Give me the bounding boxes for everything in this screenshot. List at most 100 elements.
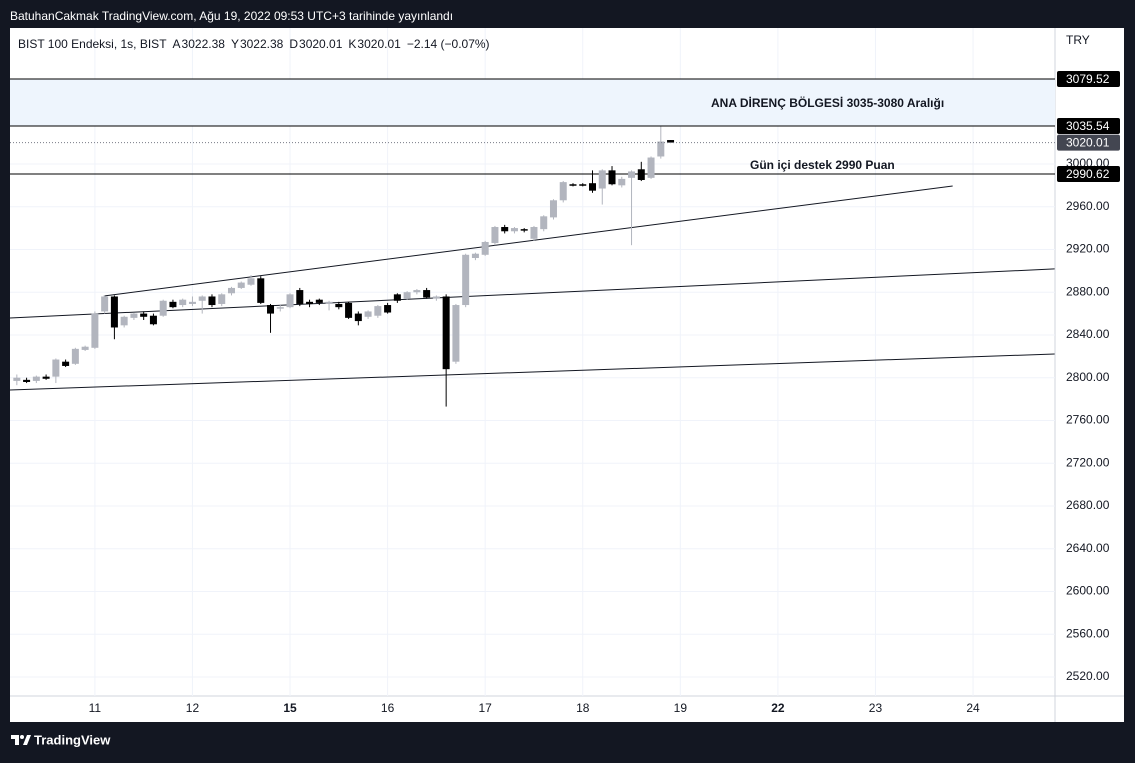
legend-text: K [348, 37, 356, 51]
footer-brand: TradingView [34, 732, 111, 747]
y-tick-label: 2760.00 [1066, 413, 1110, 427]
candle-body [354, 313, 362, 322]
x-tick-label: 12 [186, 701, 200, 715]
y-tick-label: 2840.00 [1066, 327, 1110, 341]
resistance-zone [10, 78, 1055, 126]
logo-dot [20, 735, 24, 739]
candle-body [559, 182, 567, 201]
y-tick-label: 2880.00 [1066, 284, 1110, 298]
trend-line [9, 353, 1055, 391]
legend-text: 3020.01 [357, 37, 401, 51]
candle-body [598, 170, 606, 189]
candle-body [520, 229, 528, 231]
candle-body [227, 287, 235, 294]
annotation: Gün içi destek 2990 Puan [750, 158, 895, 172]
candle-body [618, 178, 626, 186]
last-price-label: 3020.01 [1066, 136, 1110, 150]
candle-body [286, 294, 294, 308]
legend-text: D [289, 37, 298, 51]
candle-body [589, 183, 597, 191]
legend: BIST 100 Endeksi, 1s, BIST A 3022.38 Y 3022.… [18, 37, 490, 51]
candle-body [198, 296, 206, 301]
candle-body [101, 296, 109, 312]
price-label: 2990.62 [1066, 167, 1110, 181]
candle-body [91, 313, 99, 348]
candle-body [130, 313, 138, 318]
y-tick-label: 2600.00 [1066, 584, 1110, 598]
candle-body [315, 299, 323, 303]
y-tick-label: 2920.00 [1066, 242, 1110, 256]
candle-body [32, 376, 40, 381]
annotation: ANA DİRENÇ BÖLGESİ 3035-3080 Aralığı [711, 95, 944, 110]
plot [9, 28, 1055, 696]
logo-mark [23, 735, 31, 745]
legend-text: A [173, 37, 181, 51]
candle-body [501, 227, 509, 232]
x-tick-label: 17 [478, 701, 492, 715]
candle-body [549, 200, 557, 218]
candle-body [42, 376, 50, 379]
candle-body [452, 305, 460, 362]
candle-body [267, 305, 275, 314]
candle-body [471, 253, 479, 259]
candle-body [335, 303, 343, 308]
candle-body [71, 348, 79, 364]
candle-body [462, 254, 470, 306]
logo [11, 735, 31, 745]
price-label-box [1057, 117, 1120, 134]
trend-line [9, 268, 1055, 319]
candle-body [325, 301, 333, 304]
candle-body [637, 169, 645, 180]
price-label: 3079.52 [1066, 72, 1110, 86]
x-tick-label: 23 [869, 701, 883, 715]
candle-body [481, 241, 489, 255]
candle-body [257, 278, 265, 303]
candle-body [345, 302, 353, 318]
legend-text: 3020.01 [299, 37, 343, 51]
candle-body [403, 292, 411, 299]
candle-body [608, 170, 616, 185]
candle-body [491, 227, 499, 244]
candle-body [374, 306, 382, 316]
candle-body [384, 305, 392, 313]
candle-body [247, 278, 255, 285]
candle-body [188, 301, 196, 304]
y-tick-label: 2520.00 [1066, 669, 1110, 683]
x-tick-label: 16 [381, 701, 395, 715]
price-label-box [1057, 165, 1120, 182]
candle-body [110, 296, 118, 328]
x-tick-label: 11 [89, 701, 102, 715]
candle-body [81, 346, 89, 350]
legend-text: 3022.38 [240, 37, 284, 51]
candle-body [159, 300, 167, 316]
currency-label: TRY [1066, 33, 1090, 47]
x-tick-label: 15 [283, 701, 297, 715]
candle-body [140, 313, 148, 317]
price-label: 3035.54 [1066, 119, 1110, 133]
candle-body [52, 359, 60, 377]
y-tick-label: 2680.00 [1066, 498, 1110, 512]
x-tick-label: 18 [576, 701, 590, 715]
candle-body [393, 294, 401, 301]
candle-body [13, 377, 21, 381]
y-tick-label: 2960.00 [1066, 199, 1110, 213]
candle-body [169, 301, 177, 308]
candle-body [62, 361, 70, 366]
candle-body [276, 307, 284, 309]
candle-body [667, 140, 675, 143]
candle-body [149, 315, 157, 325]
chart-panel [10, 28, 1124, 722]
x-tick-label: 22 [771, 701, 785, 715]
candle-body [657, 141, 665, 157]
candle-body [569, 184, 577, 186]
candle-body [179, 299, 187, 306]
candle-body [628, 171, 636, 178]
candle-body [442, 296, 450, 370]
candle-body [237, 282, 245, 288]
candle-body [120, 316, 128, 326]
y-tick-label: 2800.00 [1066, 370, 1110, 384]
candle-body [296, 290, 304, 304]
legend-text: BIST 100 Endeksi, 1s, BIST [18, 37, 167, 51]
trend-line [103, 185, 953, 297]
